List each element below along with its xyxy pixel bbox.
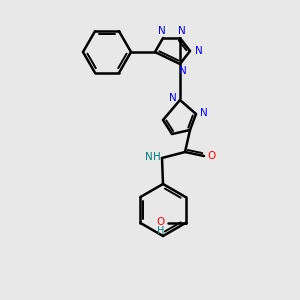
Text: O: O (207, 151, 215, 161)
Text: O: O (156, 217, 165, 227)
Text: N: N (158, 26, 166, 36)
Text: H: H (153, 152, 161, 162)
Text: H: H (157, 226, 164, 236)
Text: N: N (145, 152, 153, 162)
Text: N: N (169, 93, 177, 103)
Text: N: N (200, 108, 208, 118)
Text: N: N (178, 26, 186, 36)
Text: N: N (179, 66, 187, 76)
Text: N: N (195, 46, 203, 56)
